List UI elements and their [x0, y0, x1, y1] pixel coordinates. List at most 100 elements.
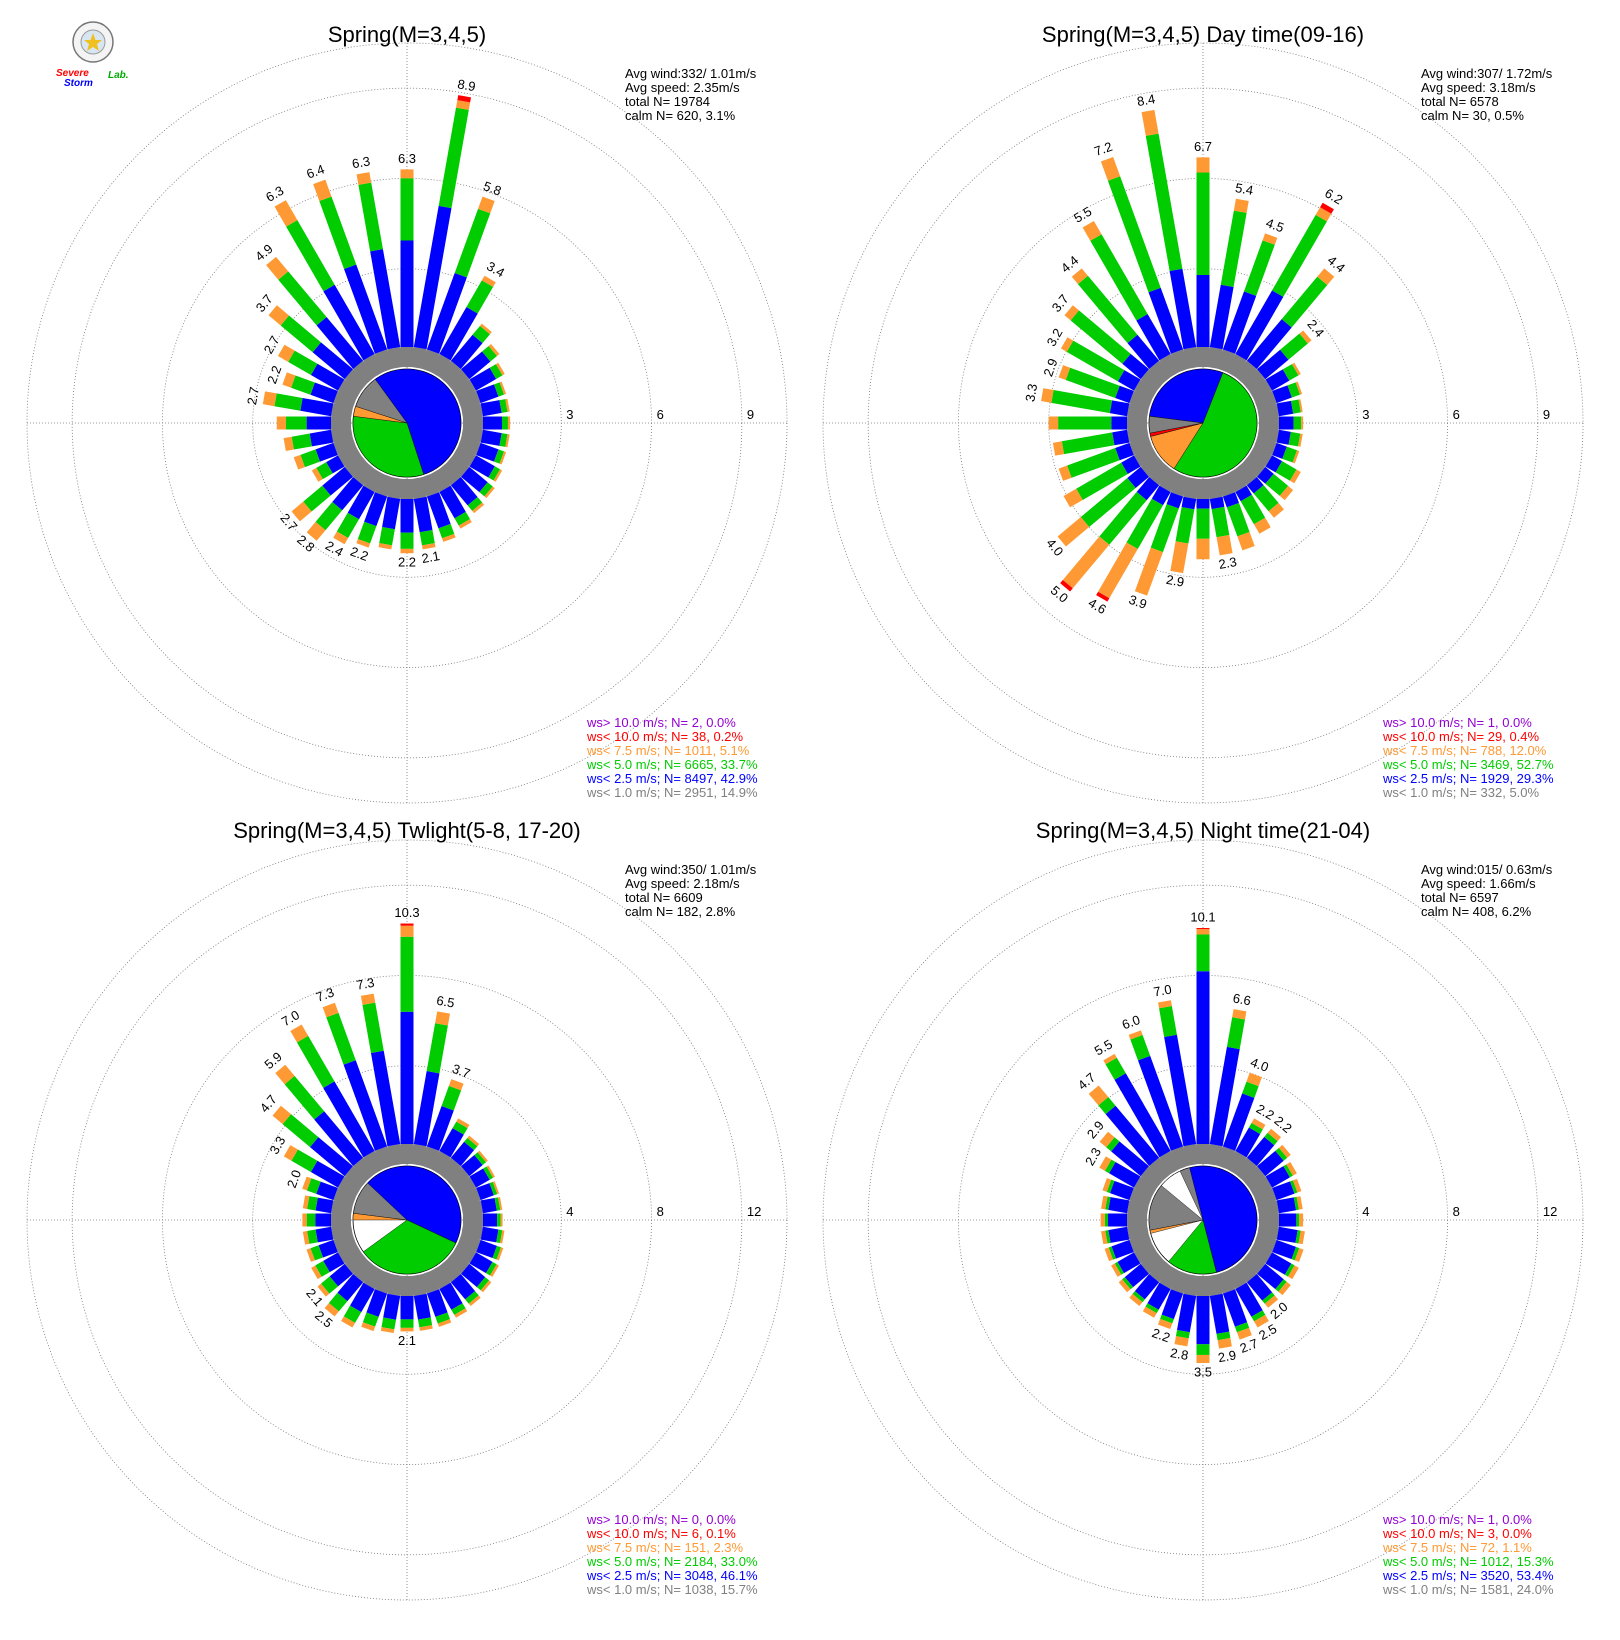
speed-distribution-pie — [352, 1165, 462, 1275]
bar-segment-lt5 — [357, 521, 377, 544]
direction-bar — [1259, 1213, 1304, 1227]
direction-bar — [457, 381, 507, 410]
bar-segment-lt7-5 — [1101, 1230, 1108, 1245]
legend-entry: ws> 10.0 m/s; N= 2, 0.0% — [586, 715, 736, 730]
bar-segment-lt2-5 — [1235, 290, 1284, 361]
bar-segment-lt1 — [363, 468, 385, 493]
ring-label: 6 — [657, 407, 664, 422]
bar-segment-lt2-5 — [469, 1252, 493, 1274]
bar-value-label: 7.2 — [1092, 139, 1114, 159]
bar-segment-lt5 — [286, 416, 307, 430]
bar-segment-lt1 — [445, 454, 470, 477]
bar-segment-lt2-5 — [332, 477, 364, 511]
bar-segment-lt1 — [1127, 1213, 1147, 1227]
bar-segment-lt5 — [1282, 446, 1298, 463]
bar-segment-lt2-5 — [1222, 492, 1240, 508]
bar-segment-lt7-5 — [458, 519, 472, 529]
bar-segment-lt2-5 — [1108, 1197, 1130, 1214]
bar-segment-lt2-5 — [1209, 496, 1225, 510]
bar-segment-lt1 — [463, 416, 483, 430]
bar-segment-lt5 — [291, 375, 315, 395]
direction-bar — [438, 1135, 480, 1182]
bar-value-label: 3.9 — [1127, 592, 1149, 612]
direction-bar — [1101, 1223, 1149, 1245]
bar-segment-lt5 — [1242, 1081, 1259, 1098]
direction-bar — [283, 426, 353, 451]
bar-segment-lt2-5 — [1105, 1105, 1160, 1166]
bar-segment-lt7-5 — [1170, 541, 1189, 574]
bar-segment-lt1 — [1159, 1150, 1181, 1175]
bar-segment-lt2-5 — [314, 1111, 364, 1166]
bar-segment-lt2-5 — [1272, 1181, 1295, 1201]
bar-segment-lt7-5 — [496, 1247, 504, 1261]
bar-segment-lt7-5 — [1294, 1248, 1304, 1262]
bar-segment-lt1 — [1133, 1176, 1158, 1198]
bar-segment-lt2-5 — [318, 1239, 338, 1258]
bar-segment-lt2-5 — [315, 1213, 331, 1227]
bar-value-label: 5.4 — [1234, 180, 1254, 198]
direction-bar — [429, 275, 496, 378]
bar-segment-lt5 — [286, 220, 335, 292]
bar-segment-lt7-5 — [468, 1295, 481, 1307]
bar-segment-lt2-5 — [1127, 466, 1149, 488]
direction-bar — [438, 1258, 481, 1307]
bar-segment-lt10 — [400, 923, 414, 926]
ring-label: 12 — [1543, 1204, 1557, 1219]
bar-segment-lt1 — [429, 468, 451, 493]
direction-bar — [276, 416, 351, 430]
bar-segment-lt7-5 — [277, 344, 295, 362]
legend: ws> 10.0 m/s; N= 0, 0.0%ws< 10.0 m/s; N=… — [586, 1512, 758, 1597]
bar-segment-lt7-5 — [1292, 450, 1300, 464]
direction-bar — [400, 169, 414, 367]
legend-entry: ws> 10.0 m/s; N= 0, 0.0% — [586, 1512, 736, 1527]
direction-bar — [1248, 445, 1301, 484]
bar-segment-lt1 — [1225, 1150, 1247, 1175]
direction-bar — [429, 468, 472, 529]
bar-segment-lt2-5 — [322, 466, 353, 496]
direction-bar — [283, 1145, 362, 1198]
bar-segment-lt1 — [1140, 454, 1165, 477]
bar-segment-lt5 — [474, 1152, 487, 1165]
bar-segment-lt2-5 — [461, 1263, 486, 1288]
bar-segment-lt1 — [331, 1223, 353, 1240]
bar-segment-lt5 — [1099, 491, 1147, 545]
bar-segment-lt7-5 — [1299, 330, 1312, 344]
bar-segment-lt2-5 — [309, 429, 334, 447]
direction-bar — [1103, 1053, 1181, 1175]
bar-segment-lt5 — [1122, 1277, 1134, 1290]
pie-slice-gray — [1148, 416, 1204, 434]
direction-bar — [1241, 1251, 1291, 1296]
bar-segment-lt7-5 — [291, 501, 312, 522]
bar-value-label: 3.5 — [1194, 1364, 1212, 1379]
bar-segment-lt1 — [1133, 1242, 1158, 1264]
bar-segment-lt2-5 — [1265, 369, 1290, 391]
bar-segment-lt5 — [482, 346, 497, 362]
bar-segment-lt7-5 — [1041, 388, 1054, 403]
bar-segment-lt2-5 — [323, 284, 375, 361]
bar-segment-lt7-5 — [1291, 362, 1301, 376]
bar-segment-lt1 — [1206, 1274, 1223, 1296]
bar-segment-lt7-5 — [505, 398, 510, 412]
bar-segment-lt2-5 — [1257, 466, 1274, 484]
bar-segment-lt1 — [410, 1274, 427, 1296]
bar-value-label: 2.7 — [1238, 1336, 1260, 1356]
bar-segment-lt7-5 — [290, 1024, 309, 1043]
bar-segment-lt5 — [362, 1002, 384, 1054]
bar-segment-lt5 — [296, 1035, 335, 1088]
bar-segment-lt2-5 — [426, 272, 467, 354]
bar-segment-lt2-5 — [1117, 370, 1141, 391]
bar-segment-lt5 — [1145, 133, 1183, 272]
direction-bar — [1158, 1000, 1200, 1166]
bar-segment-lt1 — [337, 1242, 362, 1264]
direction-bar — [313, 179, 394, 373]
bar-segment-lt1 — [1225, 353, 1247, 378]
bar-segment-lt2-5 — [426, 1289, 448, 1317]
bar-segment-lt1 — [400, 1276, 414, 1296]
direction-bar — [274, 200, 385, 378]
bar-segment-lt7-5 — [1217, 1337, 1232, 1349]
legend-entry: ws< 7.5 m/s; N= 72, 1.1% — [1382, 1540, 1532, 1555]
bar-segment-lt5 — [400, 532, 414, 549]
wind-rose-panel-1: 3 6 92.72.22.73.74.96.36.4 6.3 6.38.95.83.42… — [26, 22, 788, 804]
bar-segment-lt2-5 — [1272, 385, 1292, 404]
